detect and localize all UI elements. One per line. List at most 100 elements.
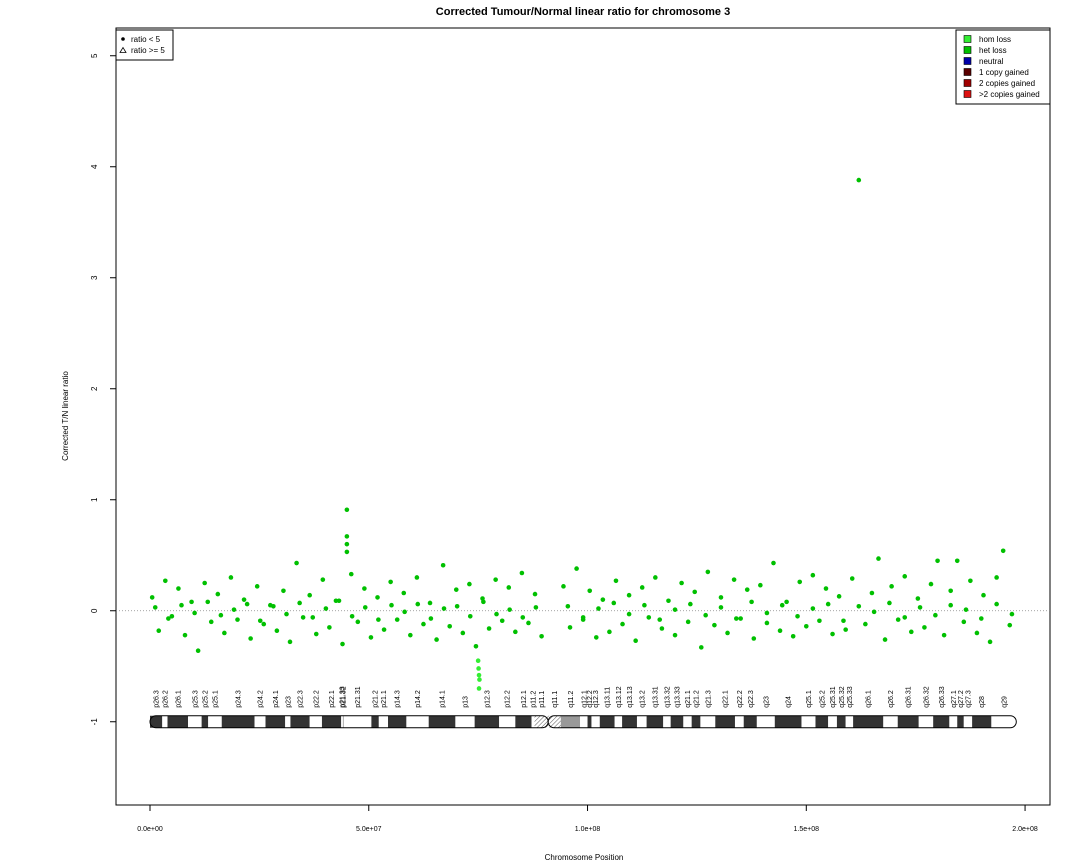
band-label: p21.2 — [373, 690, 380, 708]
data-point — [653, 575, 658, 580]
ideogram-band — [972, 715, 992, 728]
data-point — [810, 572, 816, 578]
data-point — [817, 618, 822, 624]
data-point — [685, 619, 691, 625]
data-point — [389, 602, 394, 608]
y-tick-label: 5 — [90, 53, 99, 58]
band-label: q27.3 — [965, 690, 972, 708]
data-point — [611, 600, 617, 606]
data-point — [415, 601, 421, 607]
legend-label: 1 copy gained — [979, 68, 1029, 77]
data-point — [705, 569, 711, 575]
y-tick-label: -1 — [90, 718, 99, 726]
y-tick-label: 1 — [90, 497, 99, 502]
data-point — [434, 637, 439, 642]
data-point — [963, 607, 969, 612]
data-point — [902, 615, 908, 620]
y-axis-label: Corrected T/N linear ratio — [61, 371, 70, 461]
band-label: p14.3 — [395, 690, 402, 708]
ideogram-band — [949, 715, 958, 728]
data-point — [156, 628, 162, 634]
band-label: q21.2 — [694, 690, 701, 708]
data-point — [646, 615, 652, 620]
data-point — [561, 584, 566, 589]
data-point — [600, 597, 606, 602]
data-point — [376, 617, 381, 622]
data-point — [428, 616, 434, 621]
data-point — [208, 619, 214, 625]
data-point — [506, 585, 512, 590]
data-point — [310, 615, 316, 620]
band-label: q12.2 — [587, 690, 594, 708]
data-point — [565, 604, 571, 609]
legend-swatch — [963, 79, 972, 87]
ideogram-band — [208, 715, 222, 728]
data-point — [231, 607, 237, 612]
ideogram-band — [343, 715, 372, 728]
ideogram-band — [963, 715, 973, 728]
data-point — [166, 616, 171, 621]
data-point — [486, 626, 492, 631]
ideogram-band — [371, 715, 379, 728]
data-point — [532, 591, 538, 597]
data-point — [344, 507, 350, 513]
ideogram-band — [853, 715, 884, 728]
data-point — [968, 578, 973, 584]
ideogram-band — [499, 715, 516, 728]
ideogram-band — [774, 715, 802, 728]
ideogram-band — [285, 715, 291, 728]
band-label: q26.1 — [866, 690, 873, 708]
data-point — [499, 618, 505, 624]
data-point — [284, 611, 289, 617]
data-point — [467, 581, 472, 587]
data-point — [539, 633, 544, 639]
band-label: p21.1 — [381, 690, 388, 708]
band-label: q21.3 — [705, 690, 712, 708]
data-point — [261, 621, 267, 627]
data-point — [823, 586, 829, 591]
data-point — [688, 601, 693, 607]
data-point — [473, 643, 479, 649]
band-label: p21.32 — [341, 686, 348, 708]
band-label: p24.2 — [258, 690, 265, 708]
band-label: q22.3 — [748, 690, 755, 708]
data-point — [475, 658, 481, 663]
data-point — [248, 636, 253, 641]
ideogram-band — [309, 715, 322, 728]
legend-swatch — [963, 90, 972, 98]
ideogram-band — [933, 715, 950, 728]
data-point — [642, 602, 647, 608]
data-point — [593, 635, 599, 640]
data-point — [933, 612, 938, 618]
ideogram-band — [636, 715, 647, 728]
ideogram-band — [622, 715, 637, 728]
ideogram-band — [845, 715, 854, 728]
data-point — [718, 595, 724, 600]
legend-label: >2 copies gained — [979, 90, 1040, 99]
band-label: q26.33 — [939, 686, 946, 708]
data-point — [274, 628, 280, 634]
band-label: p11.1 — [539, 691, 546, 708]
ideogram-band — [756, 715, 775, 728]
data-point — [323, 606, 329, 611]
data-point — [657, 617, 663, 622]
data-point — [454, 604, 460, 609]
ideogram-band — [321, 715, 342, 728]
data-point — [961, 619, 967, 625]
data-point — [1007, 622, 1013, 628]
band-label: p23 — [285, 696, 292, 708]
data-point — [344, 541, 350, 547]
ideogram-band — [599, 715, 615, 728]
data-point — [513, 629, 518, 635]
data-point — [533, 605, 539, 610]
data-point — [909, 629, 914, 635]
data-point — [340, 641, 345, 647]
data-point — [672, 607, 678, 612]
band-label: q11.2 — [568, 691, 575, 708]
band-label: p21.33 — [340, 686, 347, 708]
shape-legend: ratio < 5 ratio >= 5 — [115, 29, 174, 61]
data-point — [626, 611, 632, 617]
data-point — [596, 606, 601, 611]
data-point — [467, 614, 473, 619]
data-point — [149, 595, 155, 600]
